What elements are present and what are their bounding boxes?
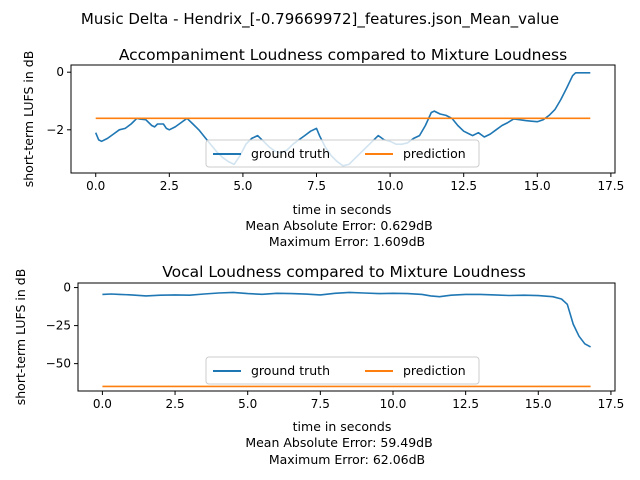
- x-tick-label: 17.5: [598, 397, 625, 411]
- legend-prediction-label: prediction: [403, 363, 466, 378]
- x-tick-label: 17.5: [598, 179, 625, 193]
- y-tick-label: −25: [46, 319, 71, 333]
- x-tick-label: 5.0: [238, 397, 257, 411]
- y-tick-label: −50: [46, 357, 71, 371]
- x-tick-label: 10.0: [380, 397, 407, 411]
- x-tick-label: 0.0: [93, 397, 112, 411]
- x-tick-label: 15.0: [525, 397, 552, 411]
- accompaniment-x-axis-label: time in seconds: [293, 202, 392, 217]
- x-tick-label: 10.0: [377, 179, 404, 193]
- legend-ground-truth-label: ground truth: [251, 363, 330, 378]
- figure-title: Music Delta - Hendrix_[-0.79669972]_feat…: [81, 10, 559, 29]
- vocal-y-axis-label: short-term LUFS in dB: [13, 269, 28, 406]
- vocal-x-axis-label: time in seconds: [293, 419, 392, 434]
- x-tick-label: 15.0: [524, 179, 551, 193]
- y-tick-label: 0: [63, 281, 71, 295]
- x-tick-label: 0.0: [86, 179, 105, 193]
- vocal-series-ground-truth: [102, 291, 591, 348]
- accompaniment-mean-error: Mean Absolute Error: 0.629dB: [245, 218, 432, 233]
- vocal-max-error: Maximum Error: 62.06dB: [269, 452, 425, 467]
- accompaniment-y-axis-label: short-term LUFS in dB: [21, 51, 36, 188]
- x-tick-label: 7.5: [307, 179, 326, 193]
- vocal-plot: Vocal Loudness compared to Mixture Loudn…: [13, 263, 624, 467]
- x-tick-label: 7.5: [311, 397, 330, 411]
- x-tick-label: 5.0: [233, 179, 252, 193]
- vocal-plot-title: Vocal Loudness compared to Mixture Loudn…: [162, 263, 526, 281]
- legend-ground-truth-label: ground truth: [251, 146, 330, 161]
- vocal-mean-error: Mean Absolute Error: 59.49dB: [245, 435, 432, 450]
- y-tick-label: 0: [56, 65, 64, 79]
- vocal-legend: ground truth prediction: [205, 356, 480, 385]
- legend-prediction-label: prediction: [403, 146, 466, 161]
- vocal-axes-frame: [77, 282, 616, 392]
- x-tick-label: 2.5: [160, 179, 179, 193]
- accompaniment-plot: Accompaniment Loudness compared to Mixtu…: [21, 46, 624, 249]
- x-tick-label: 12.5: [452, 397, 479, 411]
- accompaniment-plot-title: Accompaniment Loudness compared to Mixtu…: [119, 46, 567, 64]
- x-tick-label: 12.5: [450, 179, 477, 193]
- accompaniment-legend: ground truth prediction: [205, 139, 480, 168]
- accompaniment-max-error: Maximum Error: 1.609dB: [269, 234, 425, 249]
- y-tick-label: −2: [46, 123, 64, 137]
- x-tick-label: 2.5: [166, 397, 185, 411]
- accompaniment-axes-frame: [70, 64, 616, 174]
